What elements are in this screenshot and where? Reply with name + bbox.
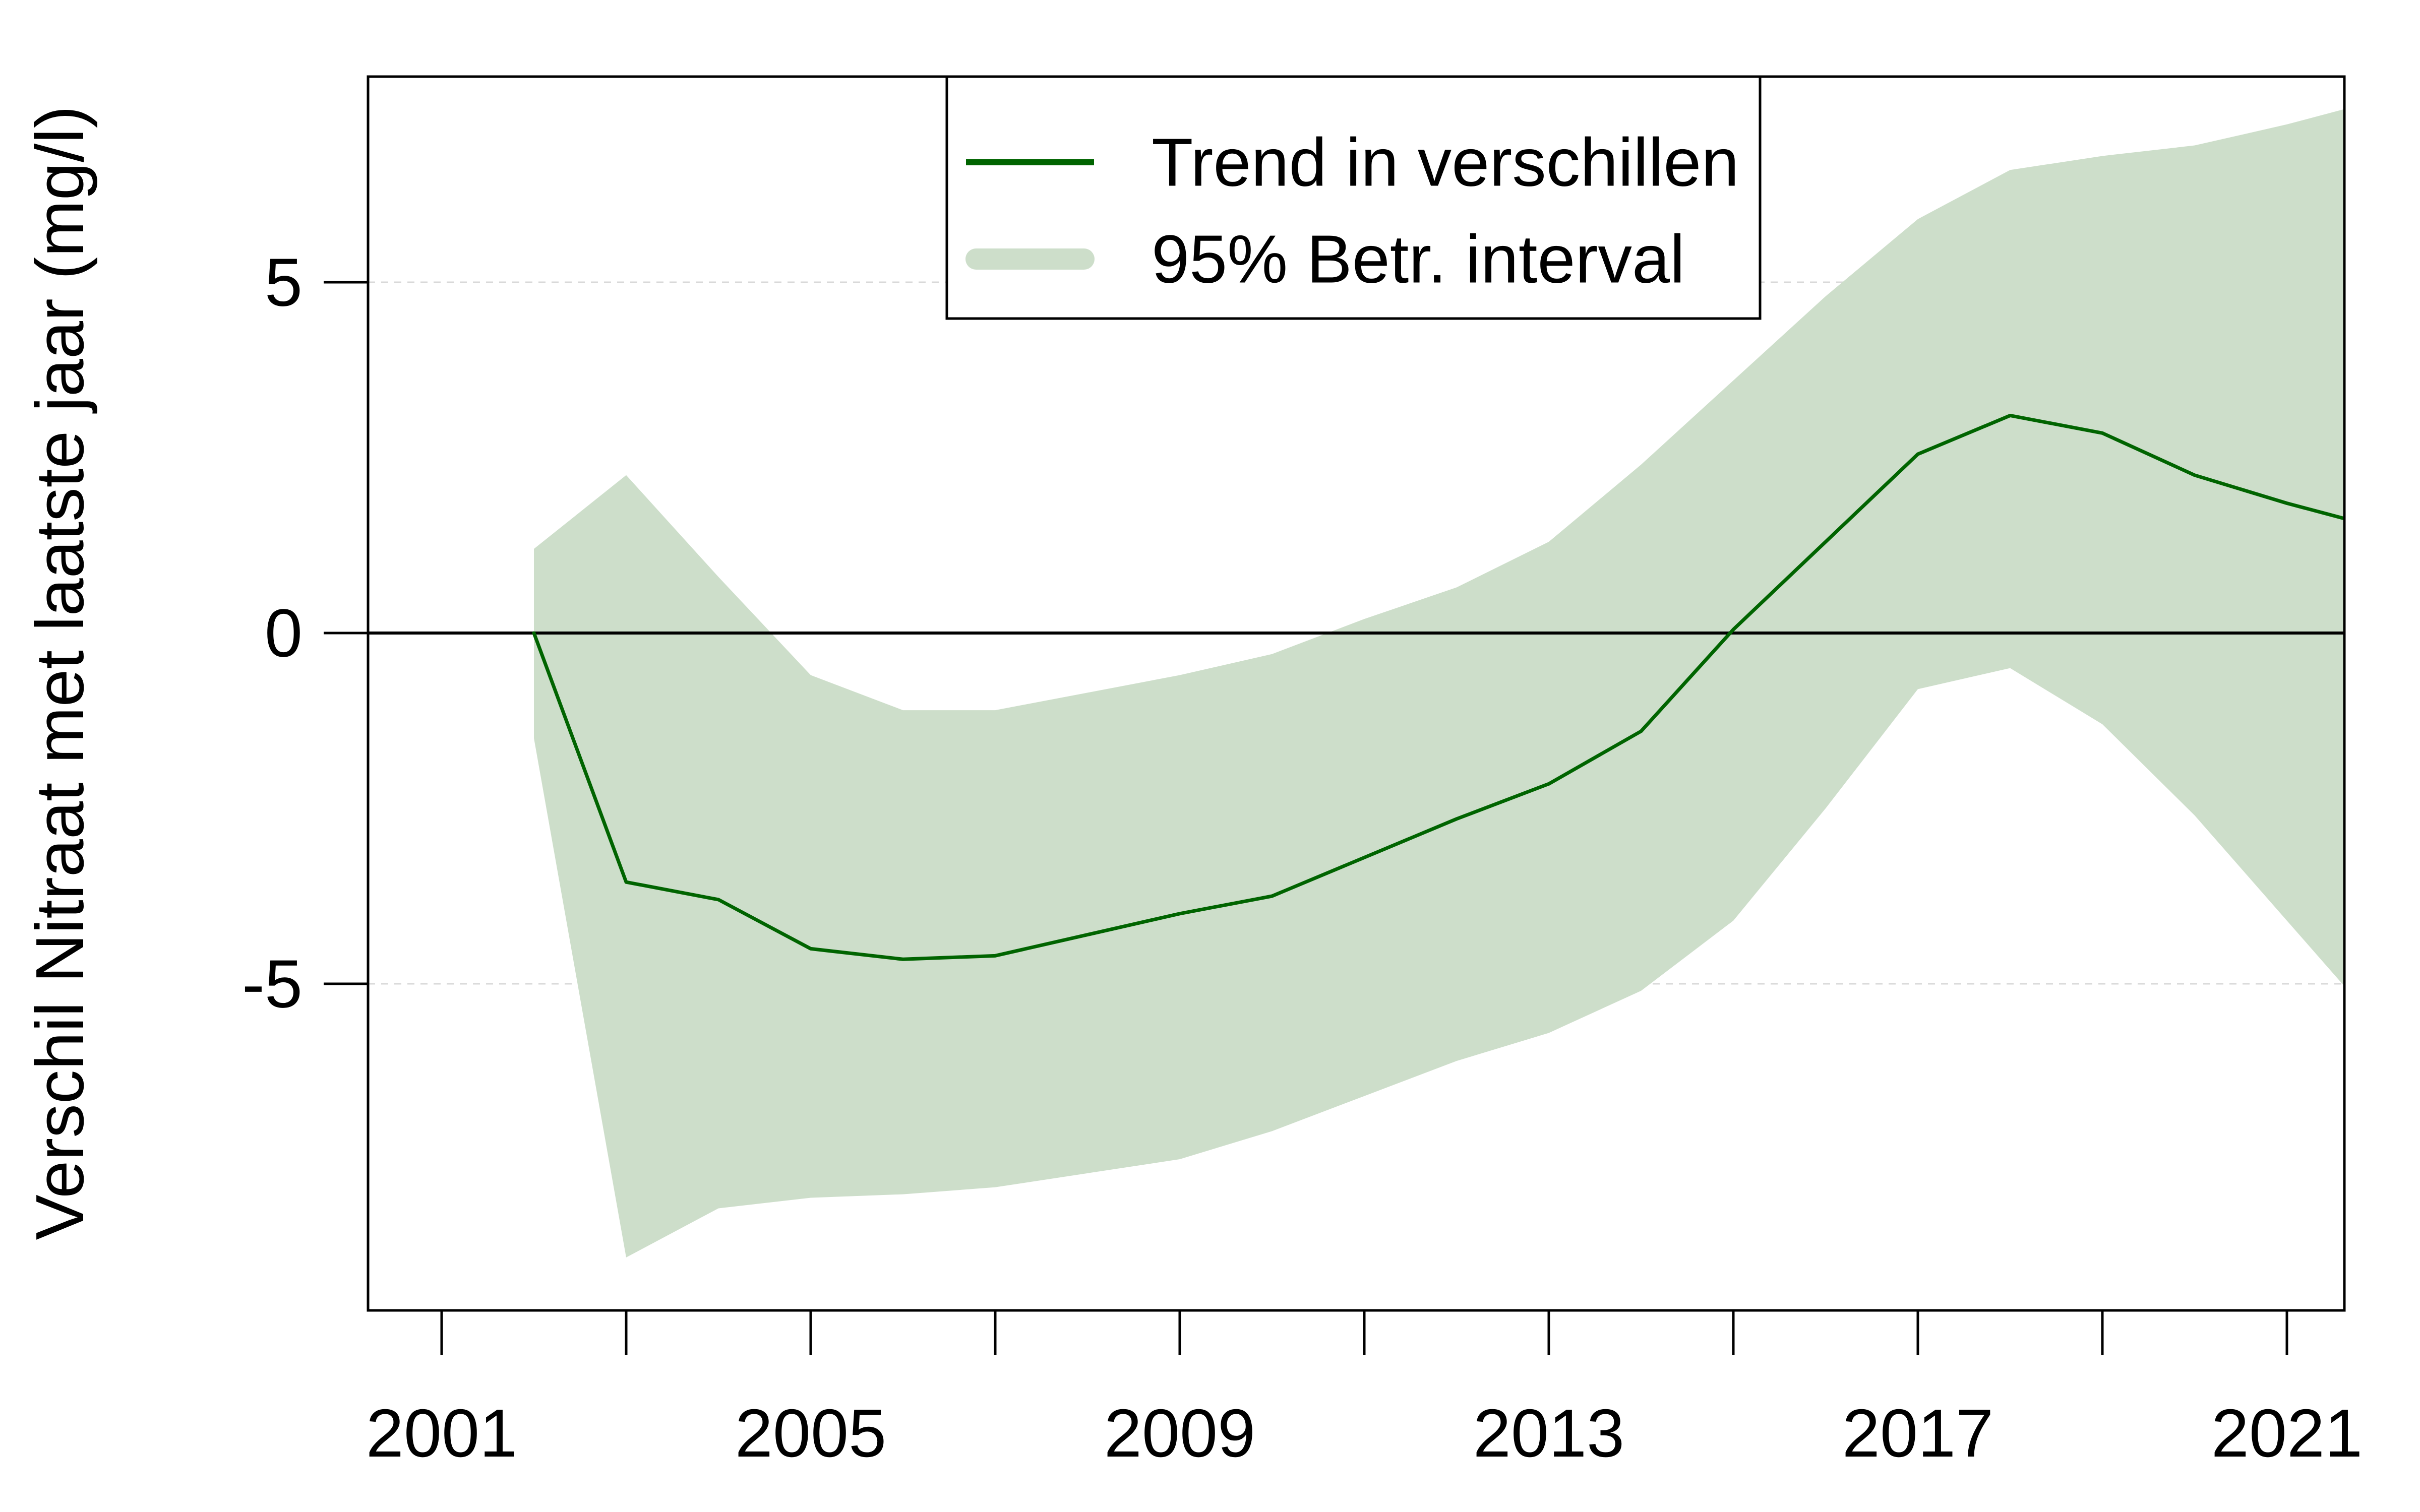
legend-label-interval: 95% Betr. interval — [1152, 221, 1685, 297]
legend-label-trend: Trend in verschillen — [1152, 124, 1739, 201]
x-tick-label-2017: 2017 — [1842, 1395, 1993, 1471]
y-axis-title: Verschil Nitraat met laatste jaar (mg/l) — [22, 106, 98, 1240]
confidence-band — [534, 109, 2344, 1257]
y-tick-label-0: 0 — [265, 595, 302, 671]
legend-box — [945, 75, 1762, 320]
y-tick-label-5: 5 — [265, 244, 302, 321]
legend: Trend in verschillen 95% Betr. interval — [945, 75, 1762, 320]
x-tick-label-2013: 2013 — [1473, 1395, 1624, 1471]
trend-line-layer — [532, 413, 2344, 961]
x-tick-label-2021: 2021 — [2211, 1395, 2363, 1471]
x-tick-label-2001: 2001 — [366, 1395, 517, 1471]
trend-line — [532, 413, 2344, 961]
x-tick-label-2005: 2005 — [735, 1395, 886, 1471]
y-tick-label--5: -5 — [242, 946, 302, 1022]
x-tick-label-2009: 2009 — [1104, 1395, 1255, 1471]
confidence-band-layer — [534, 109, 2344, 1257]
axes-layer: 2001 2005 2009 2013 2017 2021 5 0 -5 — [242, 244, 2363, 1472]
